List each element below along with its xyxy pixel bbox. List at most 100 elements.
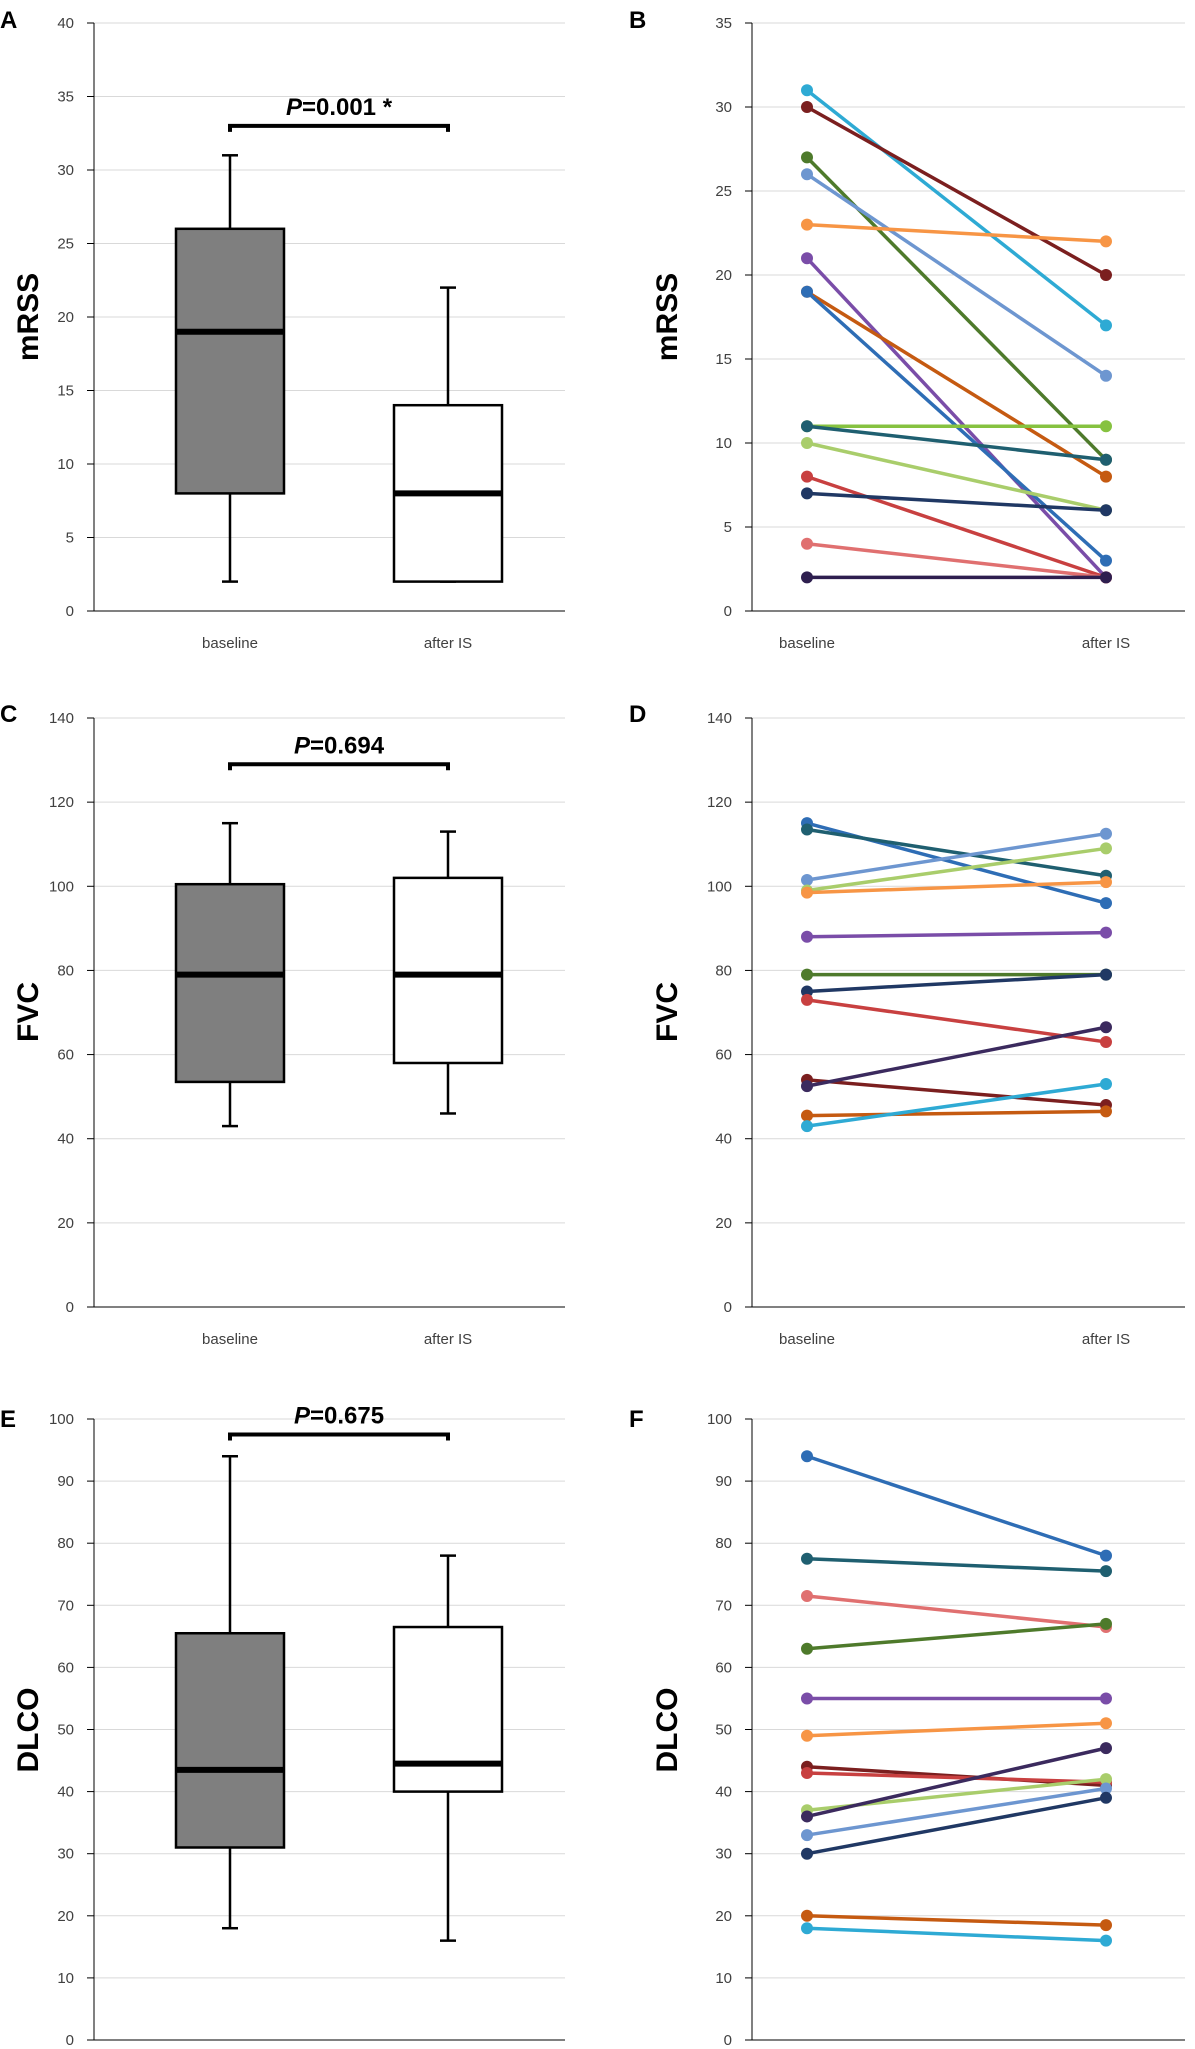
series-segment	[806, 1622, 1107, 1651]
x-tick-label: after IS	[1082, 1331, 1130, 1348]
series-line	[801, 1791, 1112, 1860]
series-segment	[806, 542, 1107, 580]
y-tick-label: 0	[66, 603, 74, 620]
series-segment	[806, 1914, 1107, 1927]
x-tick-label: baseline	[779, 1331, 835, 1348]
y-tick-label: 60	[715, 1659, 732, 1676]
y-axis-label: FVC	[12, 982, 45, 1042]
panel-letter: F	[629, 1406, 644, 1433]
data-point-after-is	[1100, 1773, 1112, 1786]
panel-letter: B	[629, 7, 646, 34]
series-line	[801, 1717, 1112, 1742]
data-point-after-is	[1100, 1617, 1112, 1630]
series-line	[801, 101, 1112, 281]
series-line	[801, 926, 1112, 943]
data-point-after-is	[1100, 319, 1112, 332]
significance-bracket	[228, 123, 450, 132]
data-point-after-is	[1100, 269, 1112, 281]
series-segment	[806, 1454, 1107, 1558]
data-point-baseline	[801, 886, 813, 899]
y-tick-label: 20	[57, 309, 74, 326]
data-point-after-is	[1100, 897, 1112, 910]
significance-bracket	[228, 1432, 450, 1441]
series-segment	[806, 930, 1107, 939]
y-tick-label: 40	[715, 1784, 732, 1801]
data-point-baseline	[801, 1552, 813, 1565]
x-tick-label: after IS	[424, 635, 472, 652]
series-segment	[806, 474, 1107, 580]
y-tick-label: 20	[715, 267, 732, 284]
series-segment	[806, 290, 1107, 479]
data-point-baseline	[801, 993, 813, 1006]
data-point-baseline	[801, 84, 813, 97]
data-point-baseline	[801, 1909, 813, 1922]
data-point-baseline	[801, 1810, 813, 1823]
data-point-baseline	[801, 1922, 813, 1935]
y-tick-label: 80	[715, 1535, 732, 1552]
series-line	[801, 84, 1112, 332]
series-line	[801, 1692, 1112, 1705]
data-point-baseline	[801, 1120, 813, 1133]
panel-b: B 0 5 10 15 20 25 30 35 baseline after IS mRSS	[629, 7, 1185, 652]
x-tick-label: baseline	[779, 635, 835, 652]
x-tick-label: baseline	[202, 635, 258, 652]
data-point-after-is	[1100, 235, 1112, 248]
data-point-baseline	[801, 1642, 813, 1655]
y-tick-label: 30	[715, 1846, 732, 1863]
series-segment	[806, 1771, 1107, 1785]
y-tick-label: 140	[49, 710, 74, 727]
data-point-baseline	[801, 437, 813, 449]
y-tick-label: 60	[57, 1659, 74, 1676]
y-tick-label: 35	[57, 89, 74, 106]
data-point-baseline	[801, 1729, 813, 1742]
y-axis-label: DLCO	[12, 1688, 45, 1773]
series-line	[801, 1450, 1112, 1562]
panel-letter: C	[0, 701, 17, 728]
data-point-after-is	[1100, 968, 1112, 981]
data-point-baseline	[801, 1847, 813, 1860]
series-line	[801, 571, 1112, 584]
y-tick-label: 30	[57, 1846, 74, 1863]
y-tick-label: 60	[57, 1047, 74, 1064]
series-segment	[806, 846, 1107, 893]
data-point-baseline	[801, 1080, 813, 1093]
data-point-after-is	[1100, 1934, 1112, 1947]
data-point-after-is	[1100, 1021, 1112, 1034]
series-line	[801, 1021, 1112, 1093]
p-value-label: P=0.694	[294, 732, 385, 759]
data-point-after-is	[1100, 1717, 1112, 1730]
y-tick-label: 50	[57, 1722, 74, 1739]
data-point-baseline	[801, 218, 813, 231]
series-segment	[806, 1025, 1107, 1088]
data-point-baseline	[801, 985, 813, 998]
data-point-baseline	[801, 252, 813, 265]
y-tick-label: 20	[715, 1908, 732, 1925]
data-point-after-is	[1100, 827, 1112, 840]
y-tick-label: 20	[715, 1215, 732, 1232]
data-point-baseline	[801, 420, 813, 433]
data-point-baseline	[801, 873, 813, 886]
data-point-baseline	[801, 1829, 813, 1842]
series-segment	[806, 1594, 1107, 1629]
y-tick-label: 80	[57, 962, 74, 979]
data-point-after-is	[1100, 1565, 1112, 1578]
y-tick-label: 40	[715, 1131, 732, 1148]
y-tick-label: 25	[715, 183, 732, 200]
series-segment	[806, 880, 1107, 895]
data-point-after-is	[1100, 842, 1112, 855]
data-point-after-is	[1100, 420, 1112, 433]
series-line	[801, 1552, 1112, 1578]
series-line	[801, 1782, 1112, 1842]
y-tick-label: 25	[57, 236, 74, 253]
data-point-baseline	[801, 151, 813, 164]
panel-letter: E	[0, 1406, 16, 1433]
series-line	[801, 1922, 1112, 1947]
series-line	[801, 1909, 1112, 1932]
series-line	[801, 487, 1112, 517]
y-tick-label: 40	[57, 1784, 74, 1801]
x-tick-label: after IS	[424, 1331, 472, 1348]
y-tick-label: 10	[715, 1970, 732, 1987]
y-tick-label: 90	[57, 1473, 74, 1490]
y-tick-label: 70	[715, 1597, 732, 1614]
box-baseline	[174, 227, 286, 495]
